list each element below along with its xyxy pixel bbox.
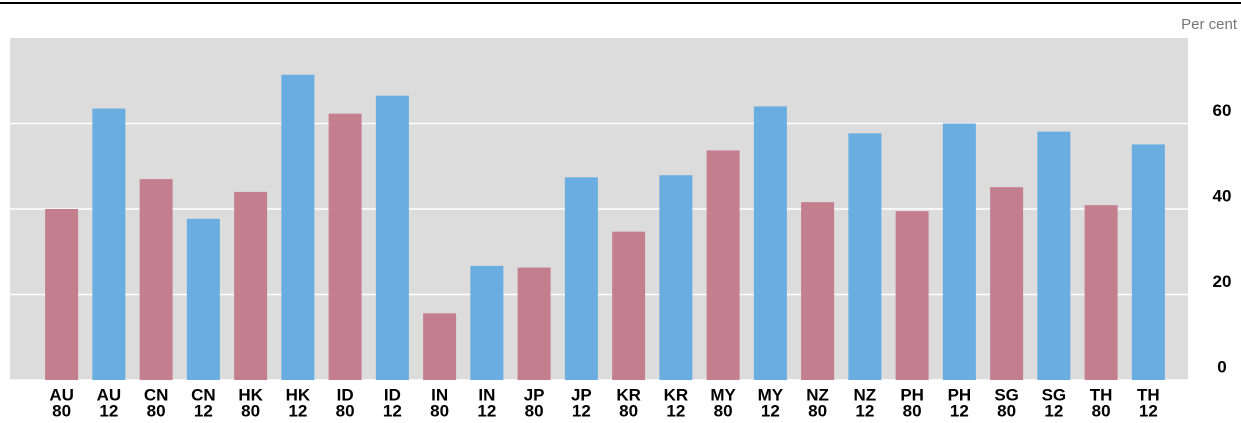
bar <box>139 179 173 380</box>
bar <box>612 231 646 380</box>
x-tick-label: 80 <box>619 401 638 420</box>
x-tick-label: SG <box>1042 385 1067 404</box>
y-tick-label: 0 <box>1217 357 1226 376</box>
x-tick-label: 80 <box>1092 401 1111 420</box>
bar <box>517 267 551 380</box>
x-tick-label: KR <box>664 385 689 404</box>
x-tick-label: 80 <box>52 401 71 420</box>
x-tick-label: 80 <box>997 401 1016 420</box>
x-tick-label: 12 <box>1044 401 1063 420</box>
x-tick-label: 80 <box>241 401 260 420</box>
bar <box>659 175 693 380</box>
x-tick-label: KR <box>616 385 641 404</box>
x-tick-label: JP <box>571 385 592 404</box>
x-tick-label: TH <box>1090 385 1113 404</box>
x-tick-label: HK <box>238 385 263 404</box>
x-tick-label: MY <box>710 385 736 404</box>
x-tick-label: JP <box>524 385 545 404</box>
bar <box>1131 144 1165 380</box>
x-tick-label: 12 <box>99 401 118 420</box>
x-tick-label: 12 <box>477 401 496 420</box>
bar <box>234 191 268 380</box>
bar <box>186 218 220 380</box>
x-tick-label: NZ <box>854 385 877 404</box>
x-tick-label: 12 <box>194 401 213 420</box>
bar <box>753 106 787 381</box>
x-tick-label: CN <box>144 385 169 404</box>
x-tick-label: 12 <box>383 401 402 420</box>
bar <box>92 108 126 380</box>
x-tick-label: 80 <box>525 401 544 420</box>
x-tick-label: ID <box>384 385 401 404</box>
x-tick-label: 80 <box>808 401 827 420</box>
x-tick-label: AU <box>49 385 74 404</box>
bar <box>1084 205 1118 380</box>
bar <box>564 177 598 380</box>
x-tick-label: 12 <box>1139 401 1158 420</box>
x-tick-label: 12 <box>855 401 874 420</box>
unit-label: Per cent <box>1181 16 1238 33</box>
bar <box>375 95 409 381</box>
bar <box>706 150 740 380</box>
bar <box>470 265 504 380</box>
bar <box>990 187 1024 380</box>
bar <box>942 123 976 380</box>
x-tick-label: 80 <box>147 401 166 420</box>
bar <box>423 313 457 380</box>
x-tick-label: MY <box>758 385 784 404</box>
x-tick-label: 80 <box>430 401 449 420</box>
x-tick-label: TH <box>1137 385 1160 404</box>
x-tick-label: 12 <box>950 401 969 420</box>
x-tick-label: IN <box>431 385 448 404</box>
bar <box>328 113 362 380</box>
bar <box>1037 131 1071 380</box>
bar <box>848 133 882 380</box>
bar <box>281 74 315 380</box>
x-tick-label: NZ <box>806 385 829 404</box>
x-tick-label: 80 <box>336 401 355 420</box>
y-tick-label: 40 <box>1213 186 1232 205</box>
bar <box>45 209 79 380</box>
y-tick-label: 60 <box>1213 101 1232 120</box>
bar <box>895 211 929 380</box>
x-tick-label: PH <box>900 385 924 404</box>
x-tick-label: AU <box>97 385 122 404</box>
x-tick-label: PH <box>948 385 972 404</box>
y-tick-label: 20 <box>1213 272 1232 291</box>
x-tick-label: 12 <box>572 401 591 420</box>
x-tick-label: HK <box>286 385 311 404</box>
x-tick-label: IN <box>478 385 495 404</box>
x-tick-label: 80 <box>903 401 922 420</box>
x-tick-label: 12 <box>288 401 307 420</box>
x-tick-label: 80 <box>714 401 733 420</box>
bar <box>801 202 835 380</box>
x-tick-label: ID <box>337 385 354 404</box>
x-tick-label: 12 <box>666 401 685 420</box>
x-tick-label: SG <box>994 385 1019 404</box>
x-tick-label: CN <box>191 385 216 404</box>
x-tick-label: 12 <box>761 401 780 420</box>
